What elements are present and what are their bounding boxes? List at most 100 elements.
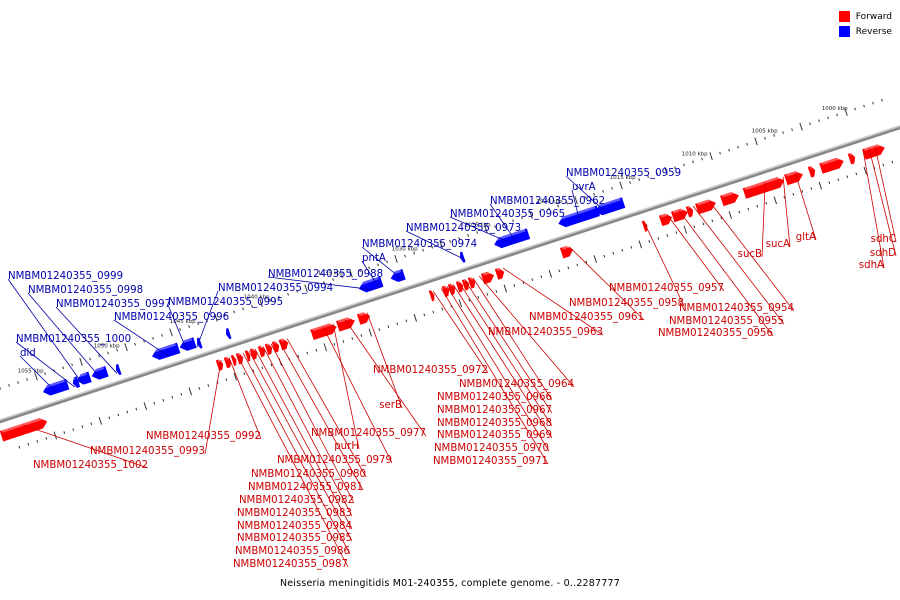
forward-gene-34 <box>215 359 224 371</box>
scale-label: 1055 kbp <box>18 369 44 375</box>
forward-label-6: sucB <box>738 249 762 260</box>
forward-gene-15-shape <box>480 271 495 285</box>
forward-gene-8-shape <box>695 199 716 215</box>
forward-gene-3-highlight <box>821 156 841 166</box>
scale-tick-lower <box>81 425 84 429</box>
scale-tick-lower <box>126 410 129 414</box>
scale-tick-lower <box>846 175 849 179</box>
forward-label-27: NMBM01240355_0981 <box>248 482 363 493</box>
forward-label-3-leader <box>862 150 885 269</box>
reverse-gene-10-shape <box>152 342 181 360</box>
forward-label-26: NMBM01240355_0980 <box>251 469 366 480</box>
scale-tick-upper <box>152 336 154 340</box>
forward-gene-20-highlight <box>443 285 447 289</box>
forward-gene-24 <box>310 322 337 341</box>
scale-tick-lower <box>378 328 381 332</box>
forward-label-30: NMBM01240355_0984 <box>237 521 352 532</box>
scale-tick-lower <box>441 307 444 311</box>
scale-tick-upper <box>259 299 263 308</box>
forward-label-16: NMBM01240355_0967 <box>437 405 552 416</box>
scale-tick-upper <box>377 263 379 267</box>
reverse-label-6: NMBM01240355_0974 <box>362 239 477 250</box>
scale-tick-upper <box>413 251 415 255</box>
reverse-label-14-leader <box>7 278 84 385</box>
forward-gene-10-highlight <box>672 207 686 214</box>
scale-tick-upper <box>728 148 730 152</box>
reverse-label-6-leader <box>361 246 404 281</box>
forward-gene-18-shape <box>455 281 464 293</box>
legend-forward-label: Forward <box>855 11 892 22</box>
forward-gene-7-shape <box>720 191 739 207</box>
scale-tick-upper <box>773 134 775 137</box>
scale-tick-upper <box>214 313 218 322</box>
reverse-label-9-leader <box>196 290 219 348</box>
forward-gene-24-shape <box>310 323 337 341</box>
scale-tick-upper <box>169 328 173 337</box>
forward-gene-6-highlight <box>744 175 782 191</box>
scale-tick-lower <box>180 392 183 396</box>
reverse-label-7: pntA <box>362 253 386 264</box>
forward-label-34: NMBM01240355_0992 <box>146 431 261 442</box>
forward-gene-30-shape <box>244 350 251 362</box>
forward-label-11: NMBM01240355_0958 <box>569 298 684 309</box>
forward-label-14: NMBM01240355_0964 <box>459 379 574 390</box>
forward-label-32-leader <box>242 352 351 555</box>
scale-tick-lower <box>207 384 210 387</box>
forward-label-7-leader <box>708 200 795 312</box>
scale-tick-upper <box>89 357 91 361</box>
reverse-label-12: NMBM01240355_0997 <box>56 299 171 310</box>
reverse-label-13: NMBM01240355_0998 <box>28 285 143 296</box>
forward-gene-28 <box>257 345 266 358</box>
reverse-gene-3-highlight <box>494 228 526 242</box>
scale-tick-lower <box>396 322 399 326</box>
scale-tick-upper <box>692 160 694 164</box>
forward-label-5-leader <box>782 176 791 248</box>
scale-tick-upper <box>143 339 145 343</box>
forward-label-19-leader <box>446 286 550 452</box>
legend: Forward Reverse <box>838 9 892 39</box>
scale-tick-upper <box>368 266 370 270</box>
forward-label-28: NMBM01240355_0982 <box>239 495 354 506</box>
scale-tick-lower <box>306 351 309 355</box>
scale-tick-lower <box>612 251 615 255</box>
scale-tick-lower <box>747 207 750 211</box>
forward-gene-14 <box>494 267 505 280</box>
reverse-gene-1-shape <box>595 197 626 216</box>
scale-tick-upper <box>799 122 803 131</box>
scale-tick-lower <box>162 398 165 402</box>
forward-gene-2 <box>847 152 856 165</box>
forward-label-7: NMBM01240355_0954 <box>679 303 794 314</box>
legend-reverse-label: Reverse <box>855 26 892 37</box>
forward-gene-35-shape <box>0 417 48 442</box>
scale-tick-lower <box>63 431 66 434</box>
scale-label: 1030 kbp <box>392 246 418 252</box>
reverse-gene-2-shape <box>558 205 601 228</box>
reverse-swatch <box>838 26 850 37</box>
scale-tick-lower <box>270 363 273 367</box>
forward-gene-4-shape <box>807 166 816 178</box>
scale-tick-upper <box>134 342 136 346</box>
genome-backbone <box>0 126 900 424</box>
scale-tick-upper <box>44 372 46 376</box>
scale-tick-upper <box>827 116 829 120</box>
forward-gene-5 <box>784 169 803 186</box>
forward-label-33: NMBM01240355_0987 <box>233 559 348 570</box>
scale-tick-upper <box>494 225 496 229</box>
scale-tick-upper <box>611 187 613 190</box>
reverse-gene-10 <box>152 342 181 360</box>
scale-tick-upper <box>394 254 398 263</box>
reverse-gene-1 <box>595 197 626 216</box>
forward-gene-13-highlight <box>561 244 571 250</box>
forward-gene-6-shape <box>742 177 785 199</box>
forward-gene-13-shape <box>559 245 574 259</box>
reverse-label-16-leader <box>19 355 58 394</box>
scale-tick-upper <box>179 328 181 331</box>
scale-tick-lower <box>297 354 300 358</box>
forward-gene-2-shape <box>847 152 856 165</box>
reverse-label-2-leader <box>571 189 581 223</box>
scale-tick-upper <box>574 196 578 205</box>
scale-tick-lower <box>693 225 696 229</box>
scale-tick-lower <box>765 201 768 205</box>
reverse-label-9: NMBM01240355_0994 <box>218 283 333 294</box>
